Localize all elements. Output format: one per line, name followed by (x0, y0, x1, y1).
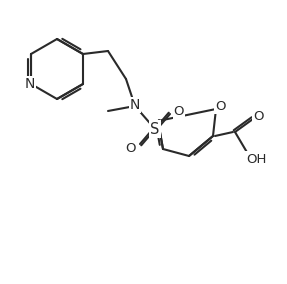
Text: S: S (150, 122, 160, 137)
Text: N: N (25, 77, 35, 91)
Text: O: O (253, 110, 263, 122)
Text: OH: OH (246, 153, 266, 166)
Text: O: O (215, 99, 225, 112)
Text: O: O (174, 105, 184, 118)
Text: N: N (130, 98, 140, 112)
Text: O: O (126, 141, 136, 154)
